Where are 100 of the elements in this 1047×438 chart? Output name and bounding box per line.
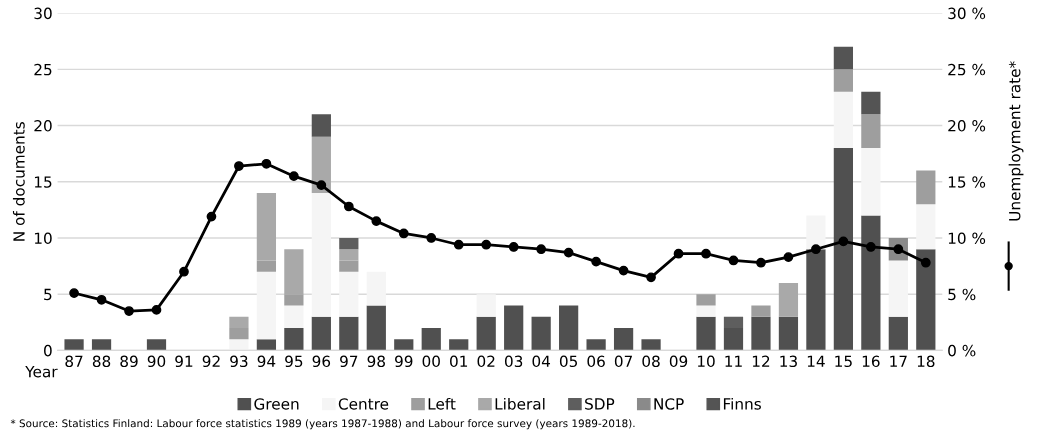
bar <box>833 69 853 92</box>
bar <box>311 114 331 137</box>
text: * Source: Statistics Finland: Labour force statistics 1989 (years 1987-1988) and Labour force survey (years 1989-2018). <box>10 419 635 430</box>
x-tick-label: 15 <box>835 355 852 368</box>
point <box>289 171 299 182</box>
x-tick-label: 04 <box>532 355 551 368</box>
y-tick-label: 10 <box>34 232 52 244</box>
bar <box>806 215 826 250</box>
y2-tick-label: 5 % <box>948 288 976 301</box>
point <box>536 244 547 255</box>
bar <box>806 249 826 351</box>
x-tick-label: 98 <box>367 355 385 368</box>
x-tick-label: 93 <box>230 355 248 368</box>
y2-tick-label: 0 % <box>948 344 976 357</box>
y-tick-label: 0 <box>44 344 52 357</box>
bar <box>861 114 881 149</box>
point <box>316 180 327 191</box>
bar <box>256 339 277 351</box>
point <box>920 257 931 268</box>
y-axis-title: N of documents <box>12 122 25 241</box>
bar <box>311 193 331 317</box>
bar <box>449 339 469 351</box>
x-tick-label: 91 <box>175 355 193 368</box>
bar <box>339 271 359 317</box>
bar <box>284 327 304 351</box>
x-tick-label: 02 <box>477 355 495 368</box>
point <box>234 161 244 171</box>
point <box>96 294 107 305</box>
x-tick-label: 08 <box>642 355 660 368</box>
point <box>591 256 601 267</box>
bar <box>751 305 771 317</box>
bar <box>888 260 908 317</box>
point <box>728 255 739 266</box>
x-tick-label: 87 <box>65 355 83 368</box>
legend-label: SDP <box>585 398 615 410</box>
bar <box>833 91 853 149</box>
y2-tick-label: 25 % <box>948 63 986 76</box>
bar <box>861 91 881 115</box>
bar <box>723 327 744 351</box>
point <box>756 257 766 268</box>
bar <box>421 327 441 351</box>
point <box>783 252 794 262</box>
y-tick-label: 25 <box>34 63 52 76</box>
bar <box>778 316 799 351</box>
x-tick-label: 92 <box>202 355 220 368</box>
y-tick-label: 5 <box>44 288 52 301</box>
point <box>151 305 162 315</box>
bar <box>641 339 661 351</box>
bar <box>339 237 359 250</box>
legend-label: Finns <box>723 397 761 410</box>
x-tick-label: 18 <box>917 355 935 368</box>
bar <box>916 170 936 205</box>
bar <box>586 339 606 351</box>
x-tick-label: 95 <box>285 355 303 368</box>
bar <box>284 305 304 328</box>
bar <box>778 282 799 317</box>
bar <box>916 204 936 250</box>
x-tick-label: 99 <box>395 355 413 368</box>
x-tick-label: 01 <box>450 355 468 368</box>
x-tick-label: 13 <box>780 355 797 368</box>
x-tick-label: 05 <box>559 355 578 368</box>
point <box>618 265 629 276</box>
bar <box>256 271 277 340</box>
legend-label: Liberal <box>495 397 545 410</box>
bar <box>696 316 716 351</box>
bar <box>696 305 716 317</box>
bar <box>366 271 386 306</box>
point <box>398 228 409 239</box>
y-tick-label: 15 <box>34 176 52 188</box>
x-tick-label: 96 <box>312 355 331 368</box>
bar <box>916 249 936 351</box>
bar <box>64 339 84 351</box>
x-tick-label: 09 <box>669 355 688 368</box>
x-tick-label: 06 <box>587 355 605 368</box>
x-tick-label: 90 <box>147 355 166 368</box>
x-tick-label: 12 <box>752 355 770 367</box>
x-tick-label: 16 <box>862 355 880 368</box>
bar <box>861 215 881 351</box>
point <box>426 233 437 243</box>
x-tick-label: 88 <box>92 355 111 368</box>
point <box>453 239 464 250</box>
bar <box>696 294 716 306</box>
bar <box>531 316 551 351</box>
y2-tick-label: 15 % <box>948 176 986 188</box>
y2-tick-label: 20 % <box>948 120 986 132</box>
y-tick-label: 20 <box>34 120 52 132</box>
point <box>179 266 189 277</box>
bar <box>476 316 496 351</box>
bar <box>613 327 634 351</box>
x-tick-label: 17 <box>890 355 907 367</box>
bar <box>833 148 853 351</box>
x-tick-label: 89 <box>120 355 138 368</box>
point <box>343 201 354 212</box>
bar <box>723 316 744 328</box>
legend-label: NCP <box>654 398 684 410</box>
bar <box>339 316 359 351</box>
y2-tick-label: 30 % <box>948 7 986 20</box>
x-tick-label: 94 <box>257 355 276 368</box>
x-tick-label: 07 <box>614 355 632 368</box>
point <box>261 158 272 169</box>
